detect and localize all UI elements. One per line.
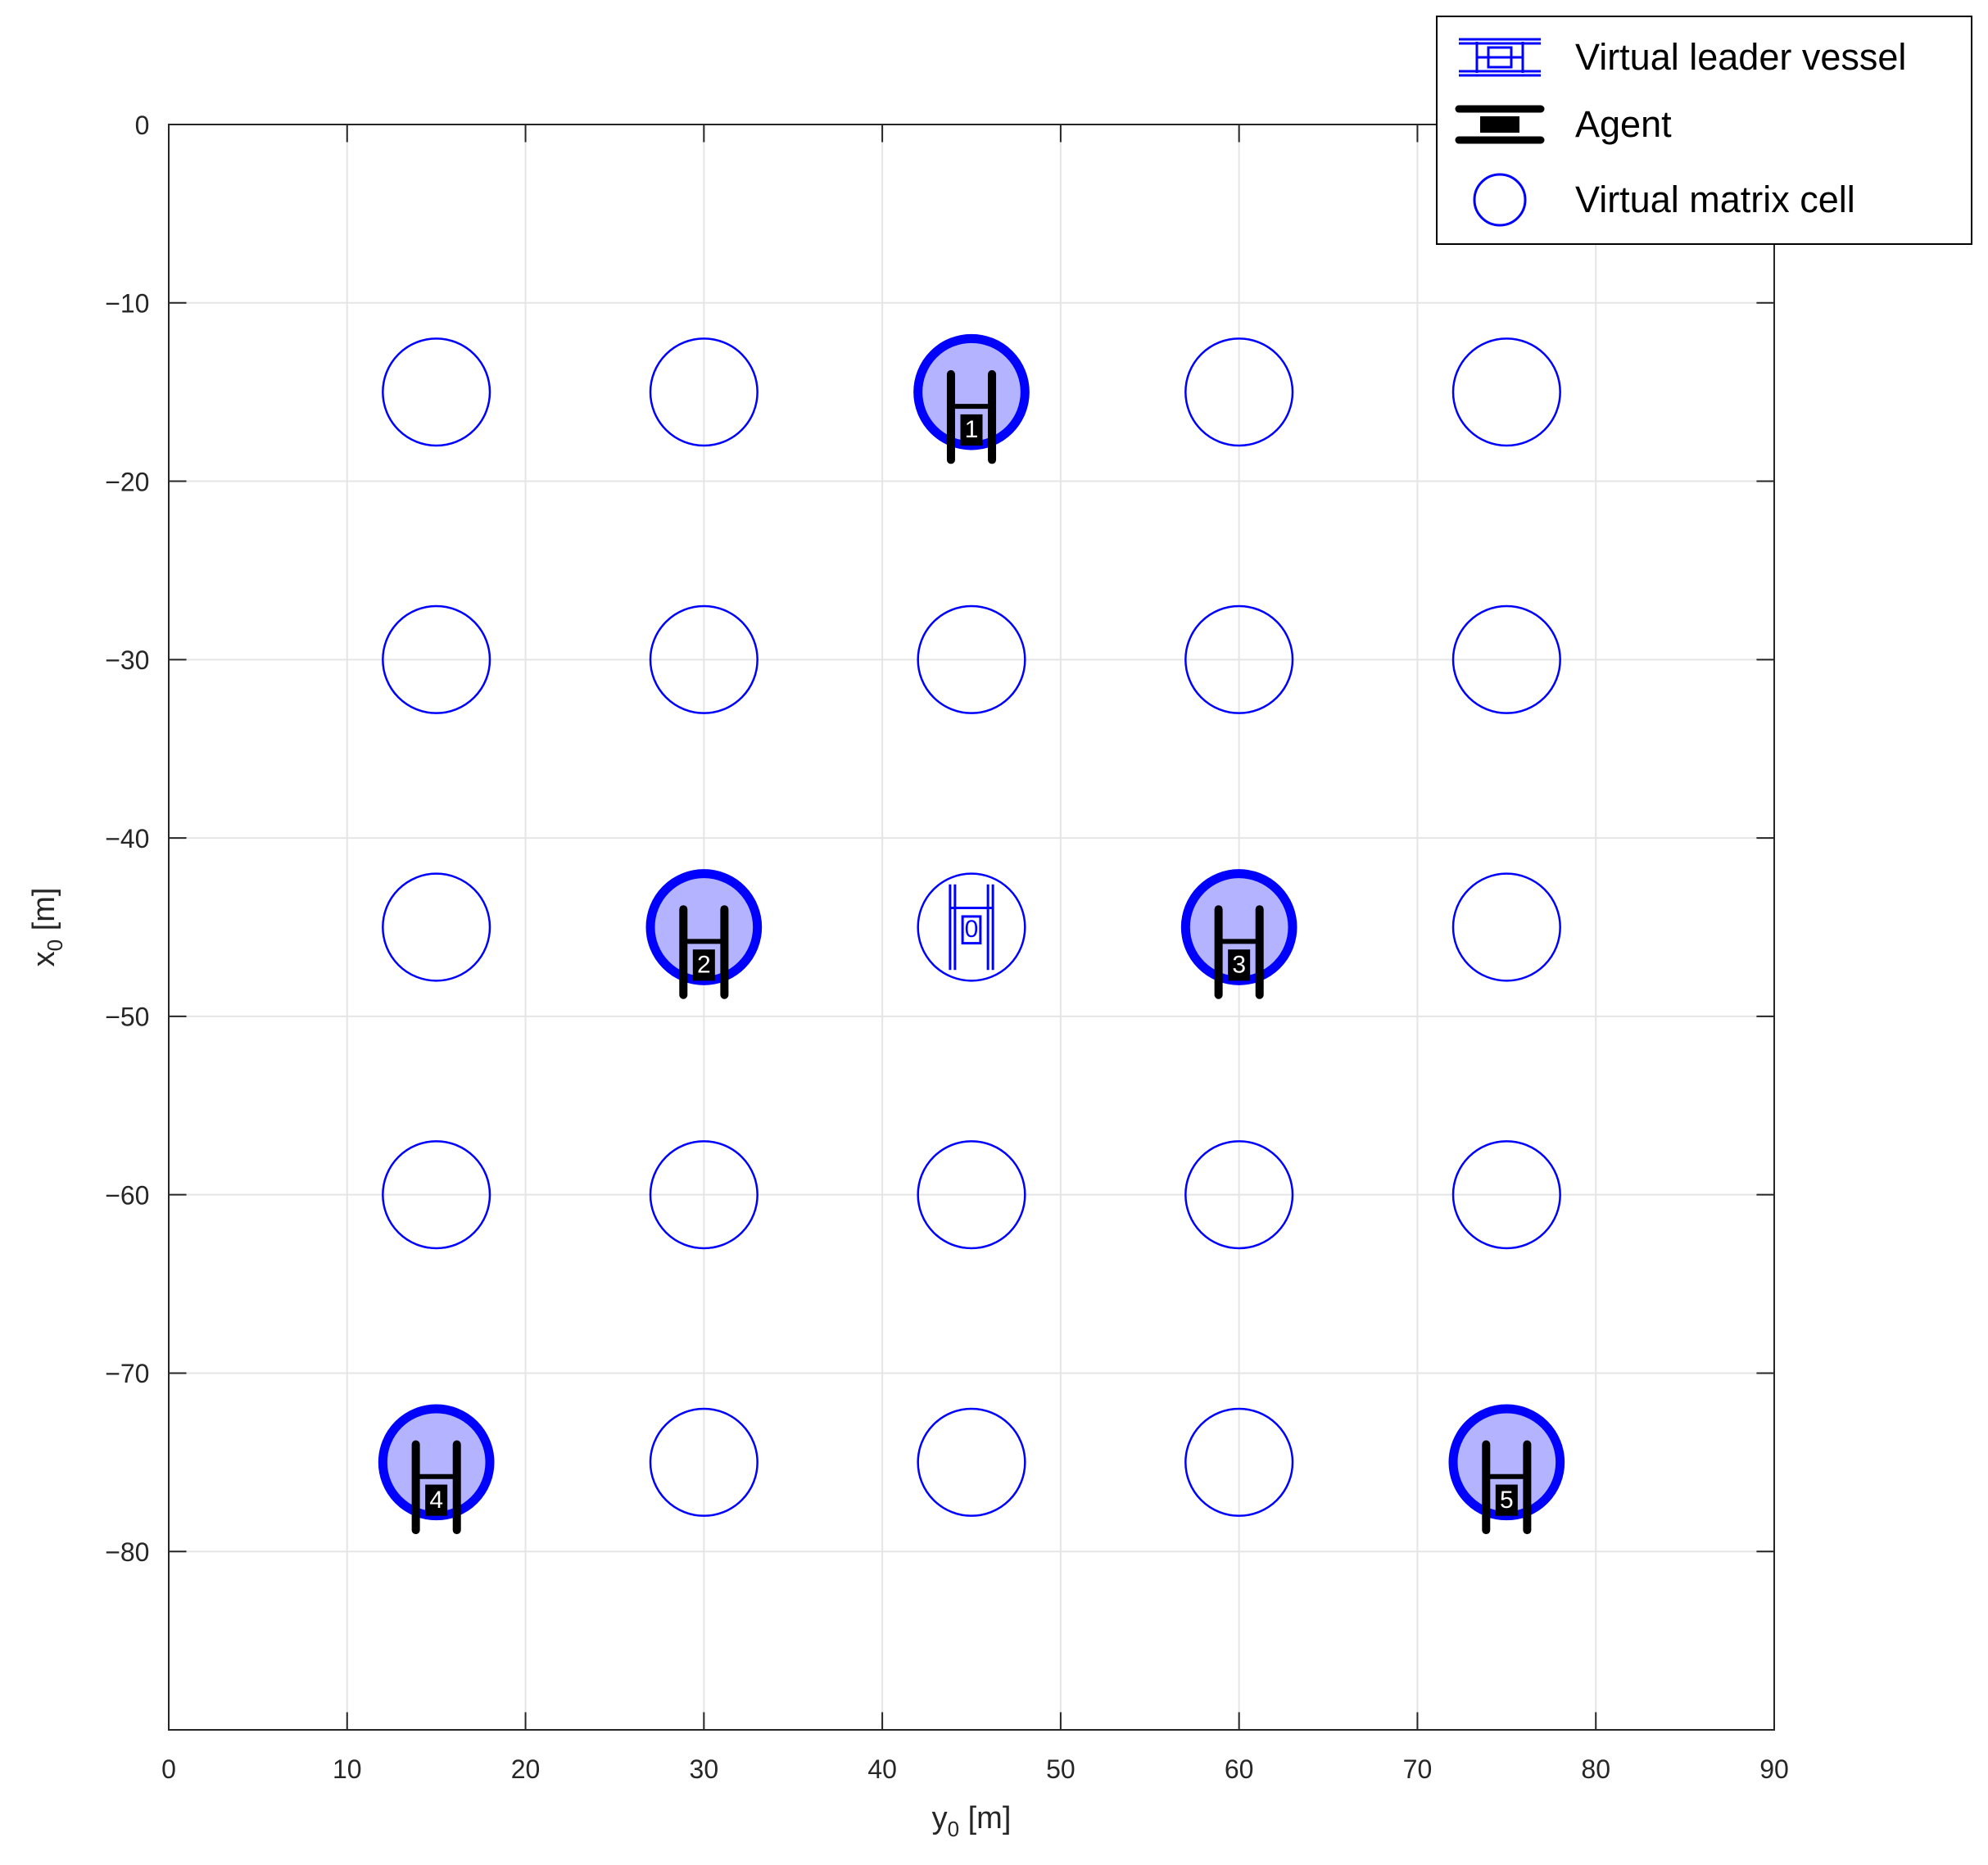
- agent-label: 1: [965, 416, 979, 443]
- matrix-cell: [917, 1140, 1026, 1250]
- leader-vessel: 0: [949, 884, 994, 971]
- agent-vessel: 4: [411, 1440, 461, 1535]
- matrix-cell: [1184, 604, 1294, 714]
- agent-vessel-icon: [1455, 105, 1545, 144]
- matrix-cell: [649, 1140, 759, 1250]
- legend-label-agent: Agent: [1575, 103, 1672, 145]
- plot-frame: [168, 124, 1775, 1731]
- agent-label: 5: [1500, 1487, 1514, 1514]
- agent-vessel: 2: [679, 905, 729, 999]
- matrix-cell: [649, 1407, 759, 1517]
- y-tick-label: −40: [105, 824, 149, 853]
- x-tick-label: 90: [1759, 1754, 1789, 1784]
- y-tick-label: −70: [105, 1359, 149, 1388]
- x-tick-label: 50: [1046, 1754, 1076, 1784]
- legend-label-cell: Virtual matrix cell: [1575, 179, 1855, 220]
- matrix-cell: [1184, 1407, 1294, 1517]
- agent-cabin: [425, 1484, 448, 1516]
- matrix-cell: [1184, 337, 1294, 447]
- y-tick-label: −80: [105, 1537, 149, 1567]
- circle-icon: [1473, 173, 1527, 227]
- agent-label: 4: [429, 1487, 443, 1514]
- matrix-cell: [382, 1140, 491, 1250]
- x-tick-label: 0: [161, 1754, 176, 1784]
- matrix-cell: [382, 337, 491, 447]
- matrix-cell: [382, 604, 491, 714]
- matrix-cell: [917, 872, 1026, 982]
- y-tick-label: −20: [105, 467, 149, 496]
- y-axis-label: x0 [m]: [27, 888, 67, 967]
- matrix-cell: [1451, 337, 1561, 447]
- matrix-cell: [649, 604, 759, 714]
- x-tick-label: 60: [1225, 1754, 1254, 1784]
- matrix-cell: [1451, 1140, 1561, 1250]
- agent-vessel: 3: [1214, 905, 1264, 999]
- matrix-cell: [1451, 604, 1561, 714]
- y-tick-label: −10: [105, 289, 149, 319]
- matrix-cell: [382, 872, 491, 982]
- legend: Virtual leader vessel Agent Virtual matr…: [1436, 16, 1972, 245]
- x-axis-label: y0 [m]: [932, 1801, 1012, 1841]
- agent-cabin: [692, 949, 715, 981]
- y-tick-label: −50: [105, 1003, 149, 1032]
- x-tick-label: 30: [690, 1754, 719, 1784]
- y-tick-label: −60: [105, 1180, 149, 1210]
- leader-vessel-icon: [1459, 38, 1541, 77]
- leader-label: 0: [965, 916, 979, 943]
- y-tick-label: −30: [105, 645, 149, 675]
- agent-label: 3: [1232, 952, 1246, 979]
- agent-vessels: 1 2 3 4 5: [411, 369, 1532, 1535]
- grid-lines: [169, 124, 1774, 1730]
- matrix-cell: [1184, 1140, 1294, 1250]
- matrix-cell: [917, 1407, 1026, 1517]
- x-tick-label: 80: [1581, 1754, 1610, 1784]
- agent-vessel: 5: [1482, 1440, 1532, 1535]
- matrix-cell: [649, 337, 759, 447]
- agent-vessel: 1: [946, 369, 997, 464]
- agent-cabin: [1495, 1484, 1518, 1516]
- agent-label: 2: [697, 952, 711, 979]
- x-tick-label: 20: [511, 1754, 541, 1784]
- x-tick-label: 10: [333, 1754, 362, 1784]
- legend-box: [1436, 16, 1972, 245]
- y-tick-label: 0: [135, 111, 150, 140]
- agent-cabin: [1228, 949, 1251, 981]
- legend-label-leader: Virtual leader vessel: [1575, 36, 1906, 78]
- matrix-cell: [1451, 872, 1561, 982]
- matrix-cell: [917, 604, 1026, 714]
- leader-cabin: [961, 915, 982, 945]
- x-tick-label: 40: [867, 1754, 897, 1784]
- x-tick-label: 70: [1403, 1754, 1433, 1784]
- agent-cabin: [960, 414, 983, 446]
